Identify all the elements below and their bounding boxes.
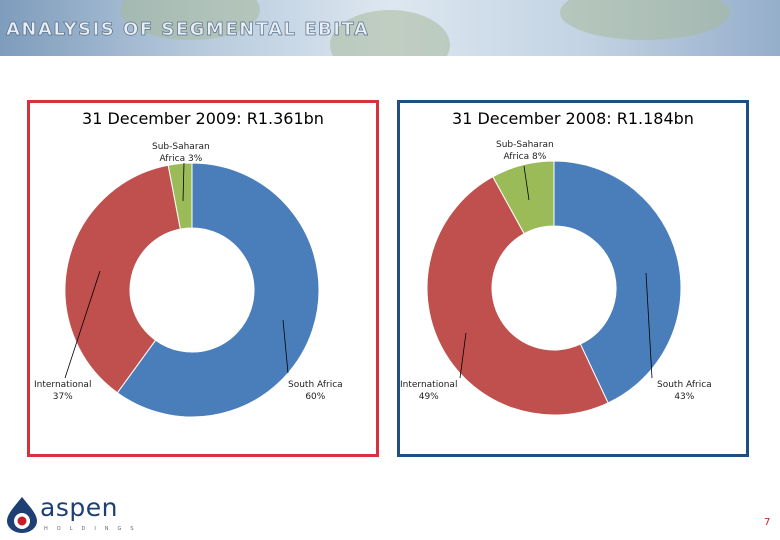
leader-line <box>523 165 530 201</box>
leader-line <box>282 319 289 374</box>
data-label-south-africa: South Africa 60% <box>288 379 343 403</box>
data-label-value: 60% <box>305 392 326 402</box>
leader-line <box>182 162 185 202</box>
page-number: 7 <box>764 517 771 528</box>
data-label-line: Africa 8% <box>503 152 547 162</box>
data-label-line: Africa 3% <box>159 154 203 164</box>
data-label-line: Sub-Saharan <box>152 142 210 152</box>
slice-international <box>426 176 609 416</box>
data-label-value: 43% <box>674 392 695 402</box>
data-label-sub-saharan: Sub-Saharan Africa 8% <box>496 139 554 163</box>
data-label-sub-saharan: Sub-Saharan Africa 3% <box>152 141 210 165</box>
data-label-value: 37% <box>52 392 73 402</box>
data-label-international: International 49% <box>400 379 457 403</box>
series-name: International <box>400 380 458 390</box>
series-name: South Africa <box>288 380 343 390</box>
donut-chart-2008 <box>426 160 682 416</box>
slice-sub-saharan <box>167 162 193 230</box>
data-label-value: 49% <box>418 392 439 402</box>
series-name: International <box>34 380 92 390</box>
aspen-logo-icon <box>7 497 37 533</box>
data-label-international: International 37% <box>34 379 91 403</box>
slice-sub-saharan <box>492 160 555 235</box>
aspen-logo: aspen HOLDINGS <box>6 493 138 536</box>
header-banner: ANALYSIS OF SEGMENTAL EBITA <box>0 0 780 56</box>
page-title: ANALYSIS OF SEGMENTAL EBITA <box>6 19 370 41</box>
chart-title: 31 December 2009: R1.361bn <box>82 109 324 128</box>
chart-panel-2008: 31 December 2008: R1.184bn Sub-Saharan A… <box>397 100 749 457</box>
chart-panel-2009: 31 December 2009: R1.361bn Sub-Saharan A… <box>27 100 379 457</box>
donut-chart-2009 <box>64 162 320 418</box>
slice-south-africa <box>553 160 682 404</box>
series-name: South Africa <box>657 380 712 390</box>
leader-line <box>64 270 101 379</box>
leader-line <box>459 332 467 379</box>
map-landmass <box>560 0 730 40</box>
logo-tagline: HOLDINGS <box>44 526 143 532</box>
slice-south-africa <box>116 162 320 418</box>
slice-international <box>64 164 181 394</box>
logo-wordmark: aspen <box>40 493 118 522</box>
data-label-line: Sub-Saharan <box>496 140 554 150</box>
leader-line <box>645 272 653 379</box>
data-label-south-africa: South Africa 43% <box>657 379 712 403</box>
chart-title: 31 December 2008: R1.184bn <box>452 109 694 128</box>
